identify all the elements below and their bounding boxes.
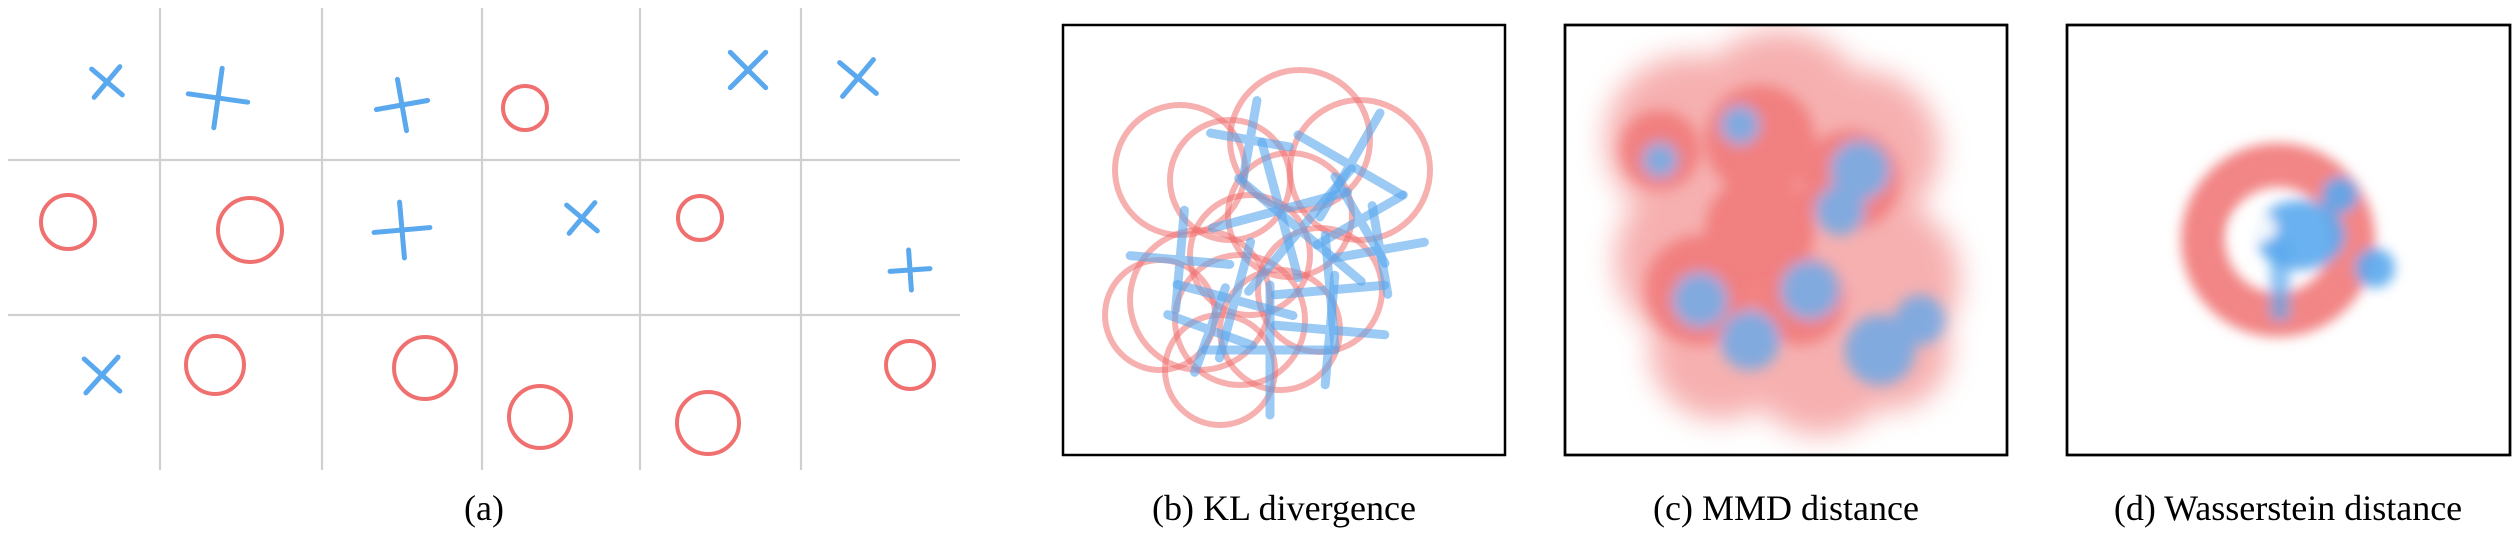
kl-circle xyxy=(1187,192,1313,318)
circle-marker xyxy=(184,334,246,396)
kl-cross xyxy=(1234,164,1366,296)
kl-cross xyxy=(1125,205,1235,315)
circle-marker xyxy=(501,84,549,132)
cross-marker xyxy=(373,76,431,134)
caption-b: (b) KL divergence xyxy=(1152,488,1416,528)
panel-b-plot xyxy=(1102,67,1433,428)
caption-d: (d) Wasserstein distance xyxy=(2114,488,2462,528)
circle-marker xyxy=(39,193,97,251)
panel-c-plot xyxy=(1605,30,1960,435)
circle-marker xyxy=(676,194,724,242)
cross-marker xyxy=(887,247,933,293)
circle-marker xyxy=(507,384,573,450)
cross-marker xyxy=(727,49,769,91)
caption-a: (a) xyxy=(464,488,504,528)
kl-cross xyxy=(1200,280,1340,420)
circle-marker xyxy=(216,196,284,264)
kl-cross xyxy=(1331,201,1429,299)
cross-marker xyxy=(371,199,433,261)
panel-d-plot xyxy=(2181,143,2395,337)
kl-cross xyxy=(1163,283,1257,377)
cross-marker xyxy=(89,64,125,100)
cross-marker xyxy=(185,65,251,131)
circle-marker xyxy=(392,335,458,401)
panel-a-symbols xyxy=(39,49,936,456)
cross-marker xyxy=(837,57,879,99)
kl-cross xyxy=(1206,96,1294,184)
cross-marker xyxy=(81,354,123,396)
kl-cross xyxy=(1270,270,1390,390)
circle-marker xyxy=(884,339,936,391)
cross-marker xyxy=(564,200,600,236)
caption-c: (c) MMD distance xyxy=(1653,488,1919,528)
panel-a-grid xyxy=(8,8,960,470)
circle-marker xyxy=(675,390,741,456)
